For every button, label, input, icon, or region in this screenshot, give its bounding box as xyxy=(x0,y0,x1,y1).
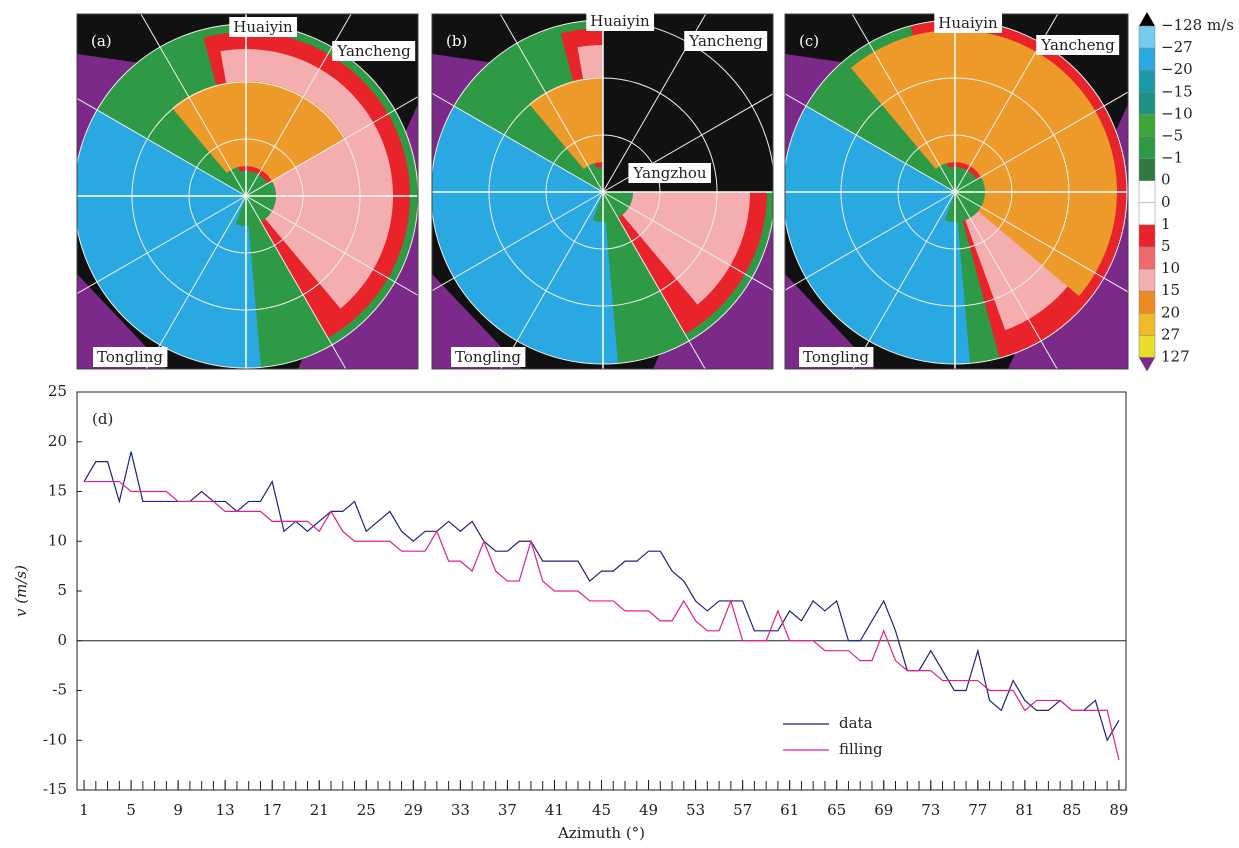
colorbar-segment xyxy=(1139,291,1155,313)
place-label: Huaiyin xyxy=(233,18,293,36)
y-axis-title: v (m/s) xyxy=(12,565,30,617)
colorbar-label: −10 xyxy=(1161,104,1193,122)
colorbar-label: 27 xyxy=(1161,325,1180,343)
colorbar-label: 0 xyxy=(1161,193,1171,211)
colorbar-segment xyxy=(1139,70,1155,92)
x-tick-label: 5 xyxy=(126,801,136,819)
colorbar-arrow xyxy=(1139,12,1155,26)
x-tick-label: 1 xyxy=(79,801,89,819)
colorbar-label: −27 xyxy=(1161,38,1193,56)
x-tick-label: 49 xyxy=(639,801,658,819)
place-label: Huaiyin xyxy=(590,12,650,30)
place-label: Yancheng xyxy=(688,32,763,50)
x-tick-label: 29 xyxy=(404,801,423,819)
colorbar-segment xyxy=(1139,181,1155,203)
x-tick-label: 9 xyxy=(173,801,183,819)
x-tick-label: 65 xyxy=(827,801,846,819)
colorbar-segment xyxy=(1139,114,1155,136)
x-tick-label: 53 xyxy=(686,801,705,819)
plot-frame xyxy=(77,392,1126,790)
figure: (a) Huaiyin Yancheng Tongling (b) Huaiyin Yanc… xyxy=(0,0,1239,844)
x-tick-label: 61 xyxy=(780,801,799,819)
colorbar-segment xyxy=(1139,225,1155,247)
place-label: Huaiyin xyxy=(938,14,998,32)
x-tick-label: 33 xyxy=(451,801,470,819)
x-tick-label: 21 xyxy=(310,801,329,819)
colorbar-label: 1 xyxy=(1161,215,1171,233)
place-label: Tongling xyxy=(803,348,869,366)
y-tick-label: 25 xyxy=(48,382,67,400)
y-tick-label: 15 xyxy=(48,482,67,500)
legend-label: filling xyxy=(839,740,883,758)
colorbar-segment xyxy=(1139,313,1155,335)
place-label: Tongling xyxy=(97,348,163,366)
colorbar-segment xyxy=(1139,247,1155,269)
x-tick-label: 25 xyxy=(357,801,376,819)
legend-label: data xyxy=(839,714,873,732)
y-tick-label: 10 xyxy=(48,531,67,549)
x-tick-label: 37 xyxy=(498,801,517,819)
x-tick-label: 17 xyxy=(263,801,282,819)
x-tick-label: 57 xyxy=(733,801,752,819)
y-tick-label: -10 xyxy=(43,730,67,748)
x-tick-label: 85 xyxy=(1062,801,1081,819)
place-label: Yancheng xyxy=(336,42,411,60)
colorbar-label: 5 xyxy=(1161,237,1171,255)
place-label: Yancheng xyxy=(1040,36,1115,54)
x-tick-label: 69 xyxy=(874,801,893,819)
colorbar-label: 20 xyxy=(1161,303,1180,321)
x-tick-label: 89 xyxy=(1109,801,1128,819)
colorbar-segment xyxy=(1139,335,1155,357)
place-label: Tongling xyxy=(455,348,521,366)
colorbar-segment xyxy=(1139,92,1155,114)
panel-label: (c) xyxy=(799,32,819,50)
x-tick-label: 77 xyxy=(968,801,987,819)
colorbar-label: 127 xyxy=(1161,348,1190,366)
x-tick-label: 73 xyxy=(921,801,940,819)
y-tick-label: 0 xyxy=(57,631,67,649)
colorbar-segment xyxy=(1139,203,1155,225)
colorbar-label: −5 xyxy=(1161,127,1183,145)
colorbar-label: 0 xyxy=(1161,171,1171,189)
y-tick-label: -15 xyxy=(43,780,67,798)
y-tick-label: -5 xyxy=(52,681,67,699)
x-tick-label: 45 xyxy=(592,801,611,819)
y-tick-label: 20 xyxy=(48,432,67,450)
colorbar-label: −128 m/s xyxy=(1161,16,1234,34)
colorbar-segment xyxy=(1139,48,1155,70)
colorbar-segment xyxy=(1139,137,1155,159)
colorbar-label: 15 xyxy=(1161,281,1180,299)
colorbar-label: −1 xyxy=(1161,149,1183,167)
panel-label: (d) xyxy=(92,410,113,428)
x-tick-label: 13 xyxy=(216,801,235,819)
radar-panel xyxy=(0,0,506,456)
data-line xyxy=(84,482,1119,761)
x-tick-label: 41 xyxy=(545,801,564,819)
panel-label: (b) xyxy=(446,32,467,50)
colorbar-arrow xyxy=(1139,358,1155,372)
x-tick-label: 81 xyxy=(1015,801,1034,819)
panel-label: (a) xyxy=(91,32,112,50)
data-line xyxy=(84,452,1119,741)
colorbar-segment xyxy=(1139,159,1155,181)
y-tick-label: 5 xyxy=(57,581,67,599)
colorbar-segment xyxy=(1139,26,1155,48)
place-label: Yangzhou xyxy=(632,164,707,182)
x-axis-title: Azimuth (°) xyxy=(557,824,645,842)
colorbar-label: 10 xyxy=(1161,259,1180,277)
colorbar-segment xyxy=(1139,269,1155,291)
colorbar-label: −15 xyxy=(1161,82,1193,100)
colorbar-label: −20 xyxy=(1161,60,1193,78)
